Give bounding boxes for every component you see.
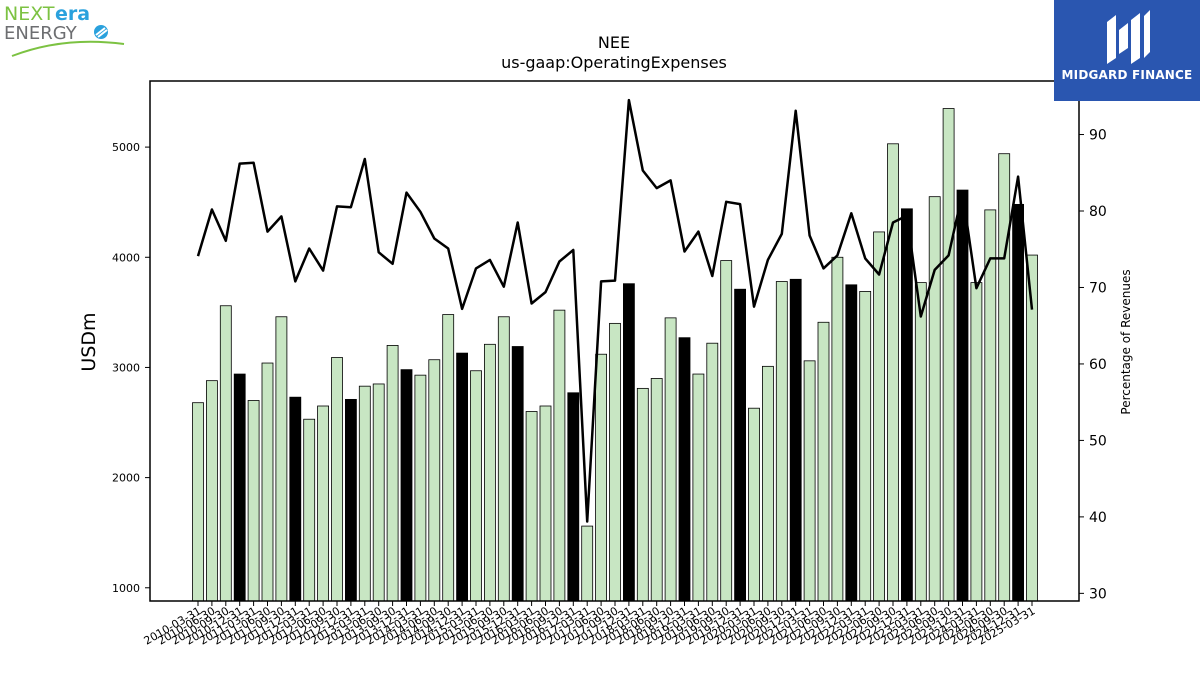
bar-2012-06-30 <box>317 405 330 602</box>
bar-2021-09-30 <box>831 256 844 602</box>
y-tick-label: 4000 <box>112 251 140 264</box>
y2-tick-label: 70 <box>1089 280 1107 296</box>
bar-2014-03-31 <box>414 374 427 602</box>
bars-group <box>192 108 1038 602</box>
bar-2018-06-30 <box>650 378 663 602</box>
y-tick-label: 1000 <box>112 582 140 595</box>
bar-2012-12-31 <box>344 398 357 602</box>
bar-2016-06-30 <box>539 405 552 602</box>
bar-2019-03-31 <box>692 373 705 602</box>
bar-2022-12-31 <box>901 208 913 602</box>
bar-2010-03-31 <box>192 402 204 602</box>
bar-2015-03-31 <box>470 370 482 602</box>
bar-2013-06-30 <box>372 383 385 602</box>
bar-2010-09-30 <box>219 305 232 602</box>
bar-2013-12-31 <box>400 369 413 602</box>
logo-text-era: era <box>55 3 90 25</box>
bar-2023-03-31 <box>914 282 927 602</box>
logo-stripe-icon <box>95 27 108 38</box>
percentage-line <box>196 98 1034 523</box>
bar-2013-03-31 <box>358 385 371 602</box>
bar-2019-09-30 <box>720 260 733 602</box>
bar-2024-12-31 <box>1012 203 1024 602</box>
y-tick-label: 5000 <box>112 141 140 154</box>
bar-2019-06-30 <box>706 342 719 602</box>
bar-2024-03-31 <box>970 282 983 602</box>
bar-2015-12-31 <box>511 346 524 602</box>
bar-2014-09-30 <box>442 314 455 602</box>
y2-tick-label: 90 <box>1089 128 1107 144</box>
bar-2020-09-30 <box>775 281 788 602</box>
logo-swoosh-icon <box>11 40 125 57</box>
bar-2022-06-30 <box>873 231 885 602</box>
bar-2011-03-31 <box>247 400 260 602</box>
bar-2019-12-31 <box>734 288 746 602</box>
bar-2014-06-30 <box>428 359 441 602</box>
right-axis-ticks: 30 40 50 60 70 80 90 <box>1079 128 1107 602</box>
bar-2021-06-30 <box>817 321 830 602</box>
bar-2023-09-30 <box>942 108 955 602</box>
y2-tick-label: 50 <box>1089 433 1107 449</box>
x-axis-ticks: 2010-03-312010-06-302010-09-302010-12-31… <box>142 601 1038 648</box>
bar-2023-12-31 <box>956 189 969 602</box>
bar-2016-12-31 <box>567 392 580 602</box>
bar-2017-09-30 <box>609 322 621 602</box>
left-axis-ticks: 1000 2000 3000 4000 5000 <box>112 141 150 595</box>
nextera-energy-logo: NEXT era ENERGY <box>4 3 125 57</box>
y2-tick-label: 40 <box>1089 510 1107 526</box>
y-tick-label: 3000 <box>112 361 140 374</box>
chart-title: NEE <box>598 33 630 52</box>
logo-text-energy: ENERGY <box>4 23 78 44</box>
bar-2022-09-30 <box>887 143 899 602</box>
midgard-mark-icon <box>1107 10 1150 64</box>
bar-2021-12-31 <box>845 284 858 602</box>
bar-2024-09-30 <box>998 153 1011 602</box>
bar-2018-09-30 <box>664 317 677 602</box>
bar-2020-03-31 <box>748 407 760 602</box>
y2-tick-label: 80 <box>1089 204 1107 220</box>
bar-2010-12-31 <box>233 373 246 602</box>
bar-2021-03-31 <box>803 360 816 602</box>
bar-2015-06-30 <box>483 343 496 602</box>
bar-2011-09-30 <box>275 316 288 602</box>
bar-2014-12-31 <box>456 352 469 602</box>
chart-subtitle: us-gaap:OperatingExpenses <box>501 53 727 72</box>
bar-2017-03-31 <box>581 525 594 602</box>
y-tick-label: 2000 <box>112 472 140 485</box>
bar-2016-09-30 <box>553 309 566 602</box>
bar-2018-12-31 <box>678 337 691 602</box>
bar-2020-12-31 <box>789 278 802 602</box>
bar-2011-06-30 <box>261 362 274 602</box>
midgard-finance-logo: MIDGARD FINANCE <box>1054 0 1200 101</box>
bar-2022-03-31 <box>859 291 872 602</box>
bar-2017-12-31 <box>623 283 635 602</box>
bar-2012-03-31 <box>303 418 316 602</box>
logo-text-next: NEXT <box>4 3 55 25</box>
midgard-brand-text: MIDGARD FINANCE <box>1061 68 1193 82</box>
bar-2016-03-31 <box>525 411 538 602</box>
bar-2023-06-30 <box>928 196 941 602</box>
bar-2012-09-30 <box>331 357 343 602</box>
y-axis-label: USDm <box>78 312 100 371</box>
bar-2017-06-30 <box>595 353 607 602</box>
y2-tick-label: 30 <box>1089 586 1107 602</box>
bar-2011-12-31 <box>289 396 302 602</box>
bar-2013-09-30 <box>386 345 399 602</box>
bar-2020-06-30 <box>762 365 774 602</box>
bar-2015-09-30 <box>497 316 510 602</box>
bar-2010-06-30 <box>205 380 218 602</box>
y2-tick-label: 60 <box>1089 357 1107 373</box>
bar-2018-03-31 <box>636 387 649 602</box>
y2-axis-label: Percentage of Revenues <box>1119 269 1133 414</box>
line-group <box>196 98 1034 523</box>
